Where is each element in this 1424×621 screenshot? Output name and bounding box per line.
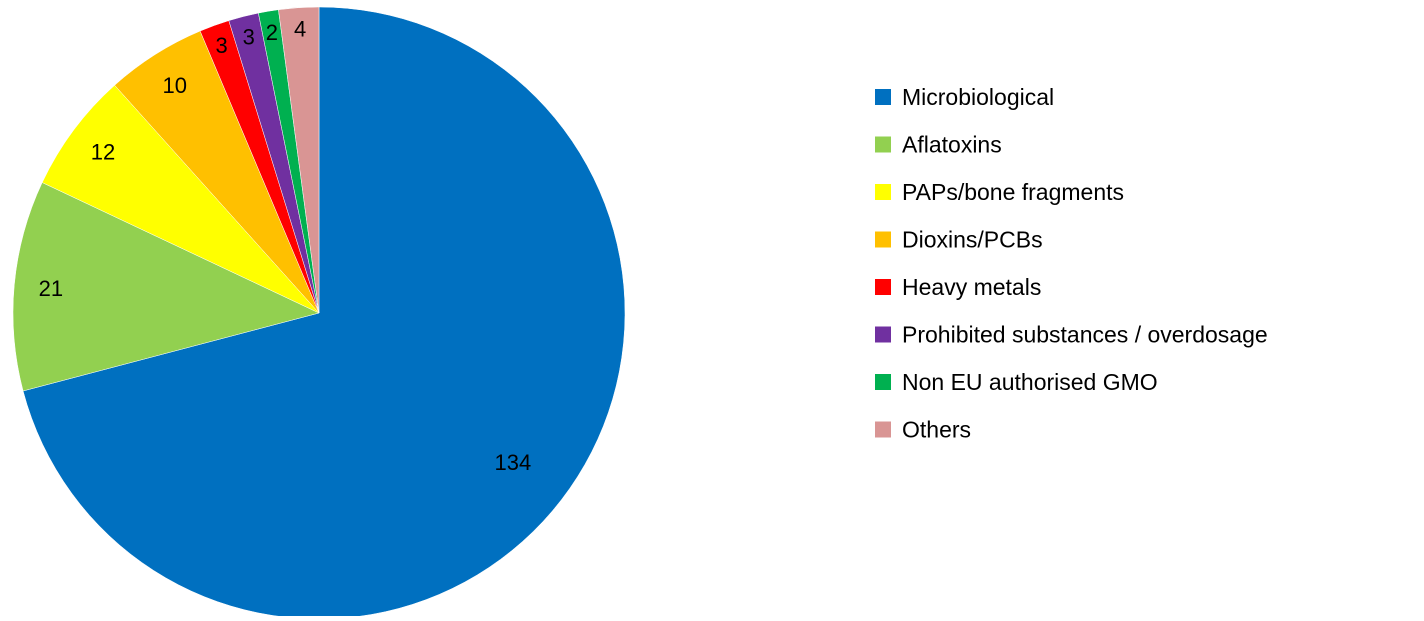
- pie-slice: [22, 6, 626, 620]
- legend-label: Non EU authorised GMO: [902, 369, 1158, 395]
- value-label: 3: [216, 33, 228, 58]
- value-label: 134: [495, 450, 532, 475]
- legend-label: Microbiological: [902, 84, 1054, 110]
- value-label: 21: [39, 276, 63, 301]
- pie-slice: [278, 6, 320, 314]
- value-label: 4: [294, 17, 306, 42]
- value-label: 2: [266, 20, 278, 45]
- legend-label: Aflatoxins: [902, 132, 1002, 158]
- legend-swatch: [875, 279, 891, 295]
- legend-swatch: [875, 184, 891, 200]
- value-label: 10: [163, 73, 187, 98]
- legend-swatch: [875, 136, 891, 153]
- legend-label: PAPs/bone fragments: [902, 179, 1124, 205]
- legend-label: Dioxins/PCBs: [902, 227, 1043, 253]
- legend-swatch: [875, 231, 891, 248]
- legend-swatch: [875, 89, 891, 105]
- legend-label: Heavy metals: [902, 274, 1041, 300]
- legend-swatch: [875, 326, 891, 343]
- pie-slice: [41, 84, 320, 314]
- value-label: 12: [91, 140, 115, 165]
- legend-label: Prohibited substances / overdosage: [902, 322, 1268, 348]
- pie-slice: [12, 182, 320, 392]
- legend-label: Others: [902, 417, 971, 443]
- value-label: 3: [243, 25, 255, 50]
- legend-swatch: [875, 374, 891, 390]
- legend-swatch: [875, 421, 891, 438]
